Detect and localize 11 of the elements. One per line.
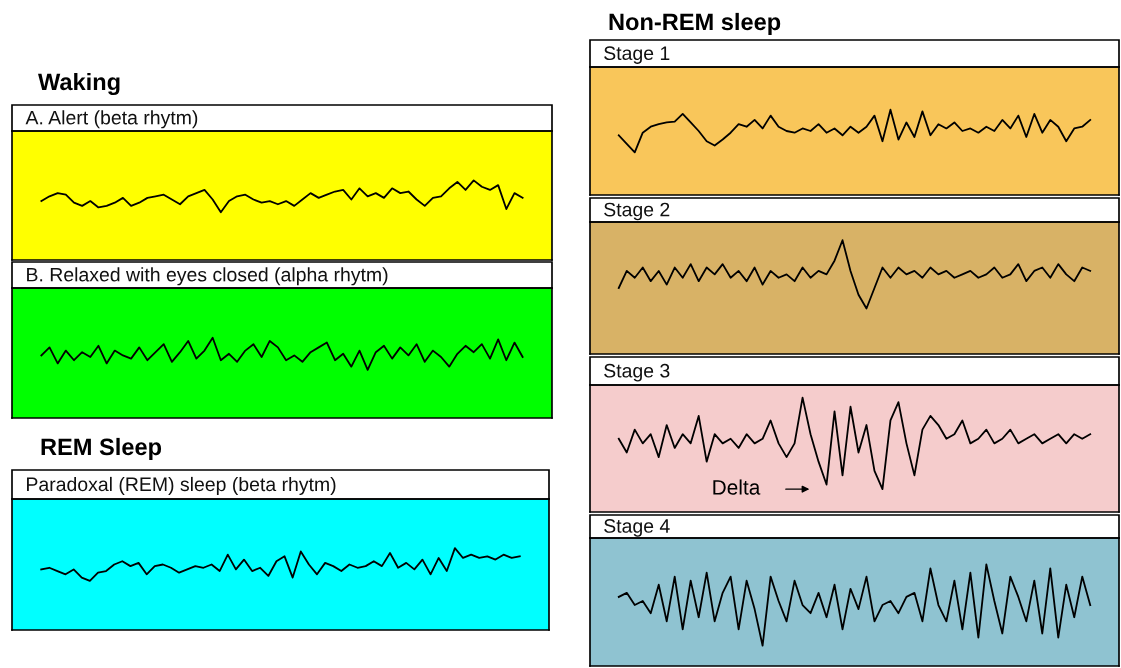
chart-title: Stage 3 bbox=[604, 363, 670, 382]
chart-title: B. Relaxed with eyes closed (alpha rhytm) bbox=[27, 267, 388, 286]
chart-title: Stage 4 bbox=[604, 519, 670, 537]
text: REM Sleep bbox=[41, 437, 162, 460]
chart-title: Stage 2 bbox=[604, 202, 670, 221]
chart-title: Paradoxal (REM) sleep (beta rhytm) bbox=[27, 476, 336, 496]
text: Waking bbox=[38, 72, 120, 95]
annotation: Delta bbox=[713, 479, 761, 495]
chart-title: A. Alert (beta rhytm) bbox=[25, 110, 198, 129]
chart-title: Stage 1 bbox=[604, 46, 670, 64]
text: Non-REM sleep bbox=[609, 12, 781, 35]
